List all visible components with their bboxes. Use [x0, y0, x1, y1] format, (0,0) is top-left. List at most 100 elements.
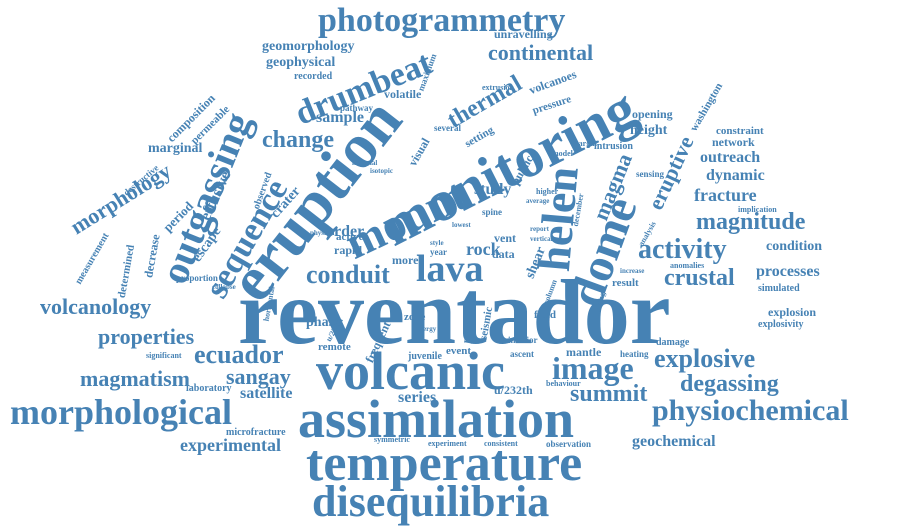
word-ecuador: ecuador	[194, 340, 284, 369]
word-experiment: experiment	[428, 439, 467, 448]
word-recorded: recorded	[294, 71, 333, 82]
word-reventador: reventador	[238, 261, 671, 363]
word-opening: opening	[632, 107, 673, 121]
word-constraint: constraint	[716, 125, 764, 137]
word-style: style	[430, 239, 444, 247]
word-remote: remote	[318, 341, 351, 353]
word-rock: rock	[466, 239, 501, 259]
word-increase: increase	[620, 267, 645, 275]
word-activity: activity	[638, 234, 727, 265]
word-visual: visual	[405, 135, 433, 169]
word-dynamic: dynamic	[706, 167, 765, 184]
word-active: active	[336, 231, 364, 243]
word-photogrammetry: photogrammetry	[318, 2, 566, 39]
word-determined: determined	[115, 243, 137, 299]
word-continental: continental	[488, 40, 594, 65]
word-magnitude: magnitude	[696, 209, 806, 235]
word-network: network	[712, 135, 755, 149]
word-extrusion: extrusion	[482, 83, 514, 92]
word-laboratory: laboratory	[186, 383, 232, 394]
word-sensing: sensing	[636, 169, 665, 179]
word-image: image	[552, 350, 634, 386]
word-mantle: mantle	[566, 345, 602, 359]
word-rapid: rapid	[334, 243, 363, 257]
word-implication: implication	[738, 205, 777, 214]
word-geophysical: geophysical	[266, 55, 336, 70]
word-sample: sample	[316, 109, 364, 126]
word-u232th: u/232th	[494, 383, 533, 397]
word-physiochemical: physiochemical	[652, 394, 849, 427]
word-higher: higher	[536, 187, 559, 196]
word-model: model	[552, 149, 573, 158]
word-degassing: degassing	[680, 371, 779, 397]
word-sangay: sangay	[226, 364, 291, 389]
word-crustal: crustal	[664, 265, 735, 291]
word-magmatism: magmatism	[80, 366, 190, 391]
word-processes: processes	[756, 263, 820, 280]
word-change: change	[262, 127, 334, 153]
word-interior: interior	[508, 335, 538, 345]
word-satellite: satellite	[240, 385, 293, 402]
word-volcanology: volcanology	[40, 294, 152, 319]
word-consistent: consistent	[484, 439, 518, 448]
word-spine: spine	[482, 207, 503, 217]
word-simulated: simulated	[758, 283, 800, 294]
word-year: year	[430, 247, 447, 257]
word-lowest: lowest	[452, 221, 471, 229]
word-pathway: pathway	[340, 103, 374, 113]
word-ascent: ascent	[510, 349, 534, 359]
word-conduit: conduit	[306, 260, 390, 289]
word-vertical: vertical	[530, 235, 553, 243]
word-behaviour: behaviour	[546, 379, 581, 388]
word-height: height	[630, 123, 668, 138]
word-fluid: fluid	[534, 309, 557, 321]
word-study: study	[474, 181, 512, 198]
word-explosion: explosion	[768, 305, 817, 319]
word-order: order	[326, 223, 365, 240]
word-disequilibria: disequilibria	[312, 477, 550, 526]
word-more: more	[392, 253, 419, 267]
word-average: average	[526, 197, 550, 205]
word-morphological: morphological	[10, 392, 232, 432]
word-measurement: measurement	[73, 231, 112, 287]
word-physical: physical	[310, 229, 335, 237]
word-microfracture: microfracture	[226, 427, 286, 438]
word-volcanoes: volcanoes	[527, 66, 579, 98]
word-isotopic: isotopic	[370, 167, 393, 175]
word-intrusion: intrusion	[594, 141, 633, 152]
word-energy: energy	[416, 325, 437, 333]
word-explosive: explosive	[654, 344, 756, 373]
word-summit: summit	[570, 381, 648, 407]
word-experimental: experimental	[180, 435, 281, 455]
word-volcanic: volcanic	[316, 341, 505, 401]
word-geochemical: geochemical	[632, 433, 716, 450]
word-symmetric: symmetric	[374, 435, 410, 444]
word-proportion: proportion	[176, 273, 218, 283]
word-geomorphology: geomorphology	[262, 39, 355, 54]
word-several: several	[434, 123, 461, 133]
word-zone: zone	[404, 311, 426, 323]
word-heating: heating	[620, 349, 649, 359]
word-data: data	[492, 247, 515, 261]
word-significant: significant	[146, 351, 182, 360]
word-condition: condition	[766, 239, 823, 254]
word-material: material	[352, 159, 378, 167]
word-collapse: collapse	[212, 283, 236, 291]
word-anomalies: anomalies	[670, 261, 705, 270]
word-report: report	[530, 225, 549, 233]
word-vent: vent	[494, 231, 516, 245]
word-explosivity: explosivity	[758, 319, 804, 330]
word-lava: lava	[416, 248, 484, 290]
word-marginal: marginal	[148, 141, 203, 156]
word-observation: observation	[546, 439, 591, 449]
word-fracture: fracture	[694, 185, 757, 205]
word-event: event	[446, 345, 472, 357]
word-margin: margin	[572, 139, 597, 148]
word-outreach: outreach	[700, 149, 761, 166]
word-properties: properties	[98, 324, 195, 349]
word-unravelling: unravelling	[494, 27, 553, 41]
word-damage: damage	[656, 337, 690, 348]
word-series: series	[398, 389, 437, 406]
word-temperature: temperature	[306, 435, 583, 492]
